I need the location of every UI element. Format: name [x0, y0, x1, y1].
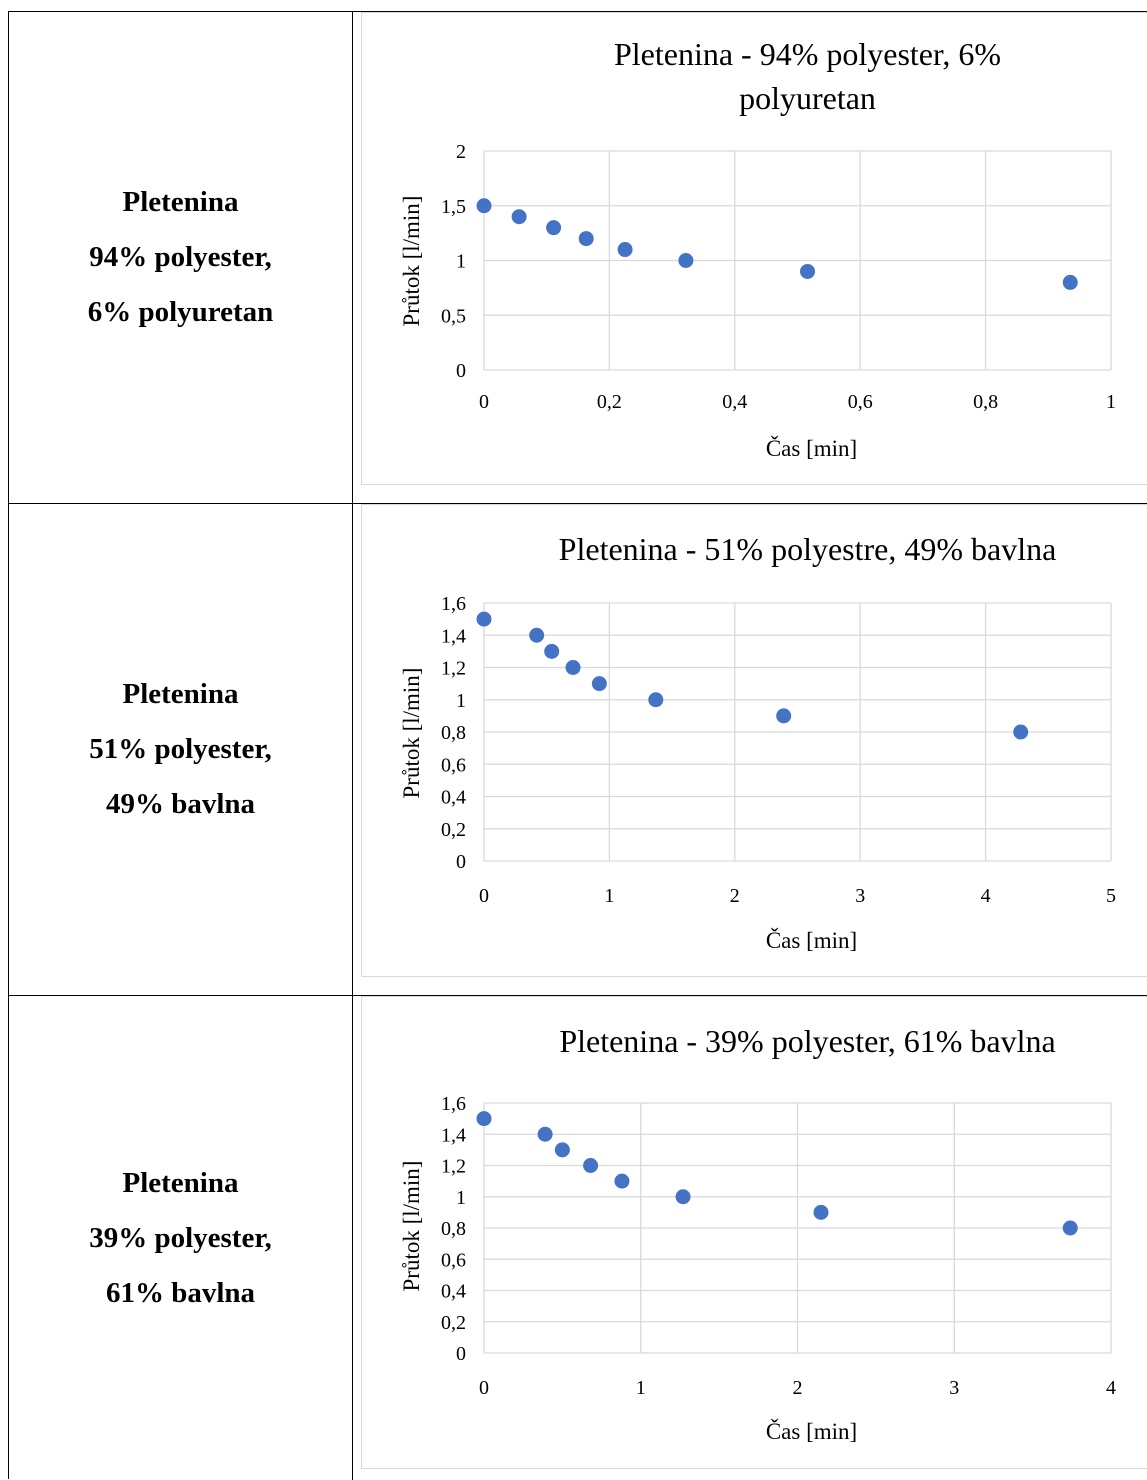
material-label-cell: Pletenina 94% polyester, 6% polyuretan — [9, 12, 353, 503]
x-tick-label: 3 — [855, 885, 865, 907]
y-tick-label: 0 — [456, 1343, 466, 1365]
chart-title: polyuretan — [739, 80, 876, 116]
y-axis-title: Průtok [l/min] — [399, 196, 424, 327]
y-tick-label: 0,6 — [441, 1249, 466, 1271]
x-tick-label: 0,4 — [722, 391, 747, 413]
x-tick-label: 0 — [479, 391, 489, 413]
y-tick-label: 1,2 — [441, 658, 466, 680]
data-point — [476, 611, 492, 627]
x-tick-label: 1 — [636, 1377, 646, 1399]
x-tick-label: 5 — [1106, 885, 1116, 907]
y-tick-label: 1,6 — [441, 593, 466, 615]
table-row: Pletenina 39% polyester, 61% bavlna Plet… — [9, 996, 1147, 1480]
chart-title: Pletenina - 94% polyester, 6% — [614, 36, 1001, 72]
data-point — [813, 1204, 829, 1220]
data-point — [476, 198, 492, 214]
material-name: Pletenina — [122, 186, 239, 218]
y-tick-label: 0 — [456, 851, 466, 873]
x-axis-title: Čas [min] — [766, 435, 857, 461]
chart-frame — [361, 12, 1147, 485]
data-point — [648, 692, 664, 708]
x-tick-label: 3 — [949, 1377, 959, 1399]
y-tick-label: 0,2 — [441, 1312, 466, 1334]
flow-chart-3: Pletenina - 39% polyester, 61% bavlna 0 0,… — [399, 1023, 1116, 1444]
y-axis-title: Průtok [l/min] — [399, 668, 424, 799]
comparison-table: Pletenina 94% polyester, 6% polyuretan P… — [8, 11, 1147, 1480]
flow-chart-2: Pletenina - 51% polyestre, 49% bavlna 0 0,… — [399, 531, 1116, 953]
data-point — [591, 676, 607, 692]
data-point — [1062, 274, 1078, 290]
data-point — [800, 263, 816, 279]
x-axis-title: Čas [min] — [766, 1418, 857, 1444]
data-point — [511, 209, 527, 225]
chart-title: Pletenina - 39% polyester, 61% bavlna — [559, 1023, 1055, 1059]
y-tick-label: 0,5 — [441, 305, 466, 327]
data-point — [678, 253, 694, 268]
x-tick-label: 4 — [981, 885, 991, 907]
y-tick-label: 1,4 — [441, 625, 466, 647]
y-tick-label: 1,4 — [441, 1124, 466, 1146]
material-composition-1: 39% polyester, — [89, 1221, 272, 1254]
x-axis-title: Čas [min] — [766, 927, 857, 953]
y-tick-label: 0 — [456, 360, 466, 382]
data-point — [578, 231, 594, 247]
x-tick-label: 1 — [604, 885, 614, 907]
data-point — [476, 1111, 492, 1127]
x-tick-label: 1 — [1106, 391, 1116, 413]
y-tick-label: 0,2 — [441, 819, 466, 841]
x-tick-label: 0,6 — [848, 391, 873, 413]
x-tick-label: 0 — [479, 1377, 489, 1399]
y-tick-label: 2 — [456, 141, 466, 163]
data-point — [546, 220, 562, 236]
x-tick-label: 0,2 — [597, 391, 622, 413]
material-composition-1: 94% polyester, — [89, 241, 272, 273]
y-tick-label: 1,6 — [441, 1093, 466, 1115]
x-tick-label: 2 — [730, 885, 740, 907]
y-tick-label: 1 — [456, 251, 466, 273]
material-label-cell: Pletenina 39% polyester, 61% bavlna — [9, 996, 353, 1480]
chart-cell: Pletenina - 51% polyestre, 49% bavlna 0 0,… — [353, 504, 1147, 995]
y-tick-label: 0,4 — [441, 1281, 466, 1303]
y-tick-label: 1 — [456, 1187, 466, 1209]
y-tick-label: 0,8 — [441, 722, 466, 744]
data-point — [617, 242, 633, 258]
data-point — [776, 708, 792, 724]
material-composition-2: 6% polyuretan — [87, 296, 274, 328]
material-composition-2: 61% bavlna — [105, 1276, 256, 1309]
y-tick-label: 1,5 — [441, 196, 466, 218]
chart-title: Pletenina - 51% polyestre, 49% bavlna — [559, 531, 1057, 567]
x-tick-label: 0,8 — [973, 391, 998, 413]
y-tick-label: 1 — [456, 690, 466, 712]
material-composition-2: 49% bavlna — [105, 788, 256, 820]
data-point — [583, 1158, 599, 1173]
table-row: Pletenina 94% polyester, 6% polyuretan P… — [9, 12, 1147, 504]
flow-chart-1: Pletenina - 94% polyester, 6% polyuretan 0… — [399, 36, 1116, 461]
y-axis-title: Průtok [l/min] — [399, 1161, 424, 1292]
data-point — [554, 1142, 570, 1158]
y-tick-label: 1,2 — [441, 1156, 466, 1178]
data-point — [529, 627, 545, 643]
table-row: Pletenina 51% polyester, 49% bavlna Plet… — [9, 504, 1147, 996]
material-label-cell: Pletenina 51% polyester, 49% bavlna — [9, 504, 353, 995]
chart-frame — [361, 996, 1147, 1469]
material-composition-1: 51% polyester, — [89, 733, 272, 765]
x-tick-label: 2 — [793, 1377, 803, 1399]
data-point — [544, 643, 560, 659]
material-name: Pletenina — [122, 1166, 239, 1199]
y-tick-label: 0,4 — [441, 787, 466, 809]
chart-cell: Pletenina - 94% polyester, 6% polyuretan 0… — [353, 12, 1147, 503]
y-tick-label: 0,6 — [441, 754, 466, 776]
data-point — [537, 1126, 553, 1142]
chart-cell: Pletenina - 39% polyester, 61% bavlna 0 0,… — [353, 996, 1147, 1480]
material-name: Pletenina — [122, 678, 239, 710]
y-tick-label: 0,8 — [441, 1218, 466, 1240]
data-point — [675, 1189, 691, 1205]
data-point — [565, 660, 581, 675]
x-tick-label: 4 — [1106, 1377, 1116, 1399]
data-point — [1062, 1220, 1078, 1236]
data-point — [614, 1173, 630, 1189]
x-tick-label: 0 — [479, 885, 489, 907]
data-point — [1013, 724, 1029, 740]
chart-frame — [361, 504, 1147, 977]
